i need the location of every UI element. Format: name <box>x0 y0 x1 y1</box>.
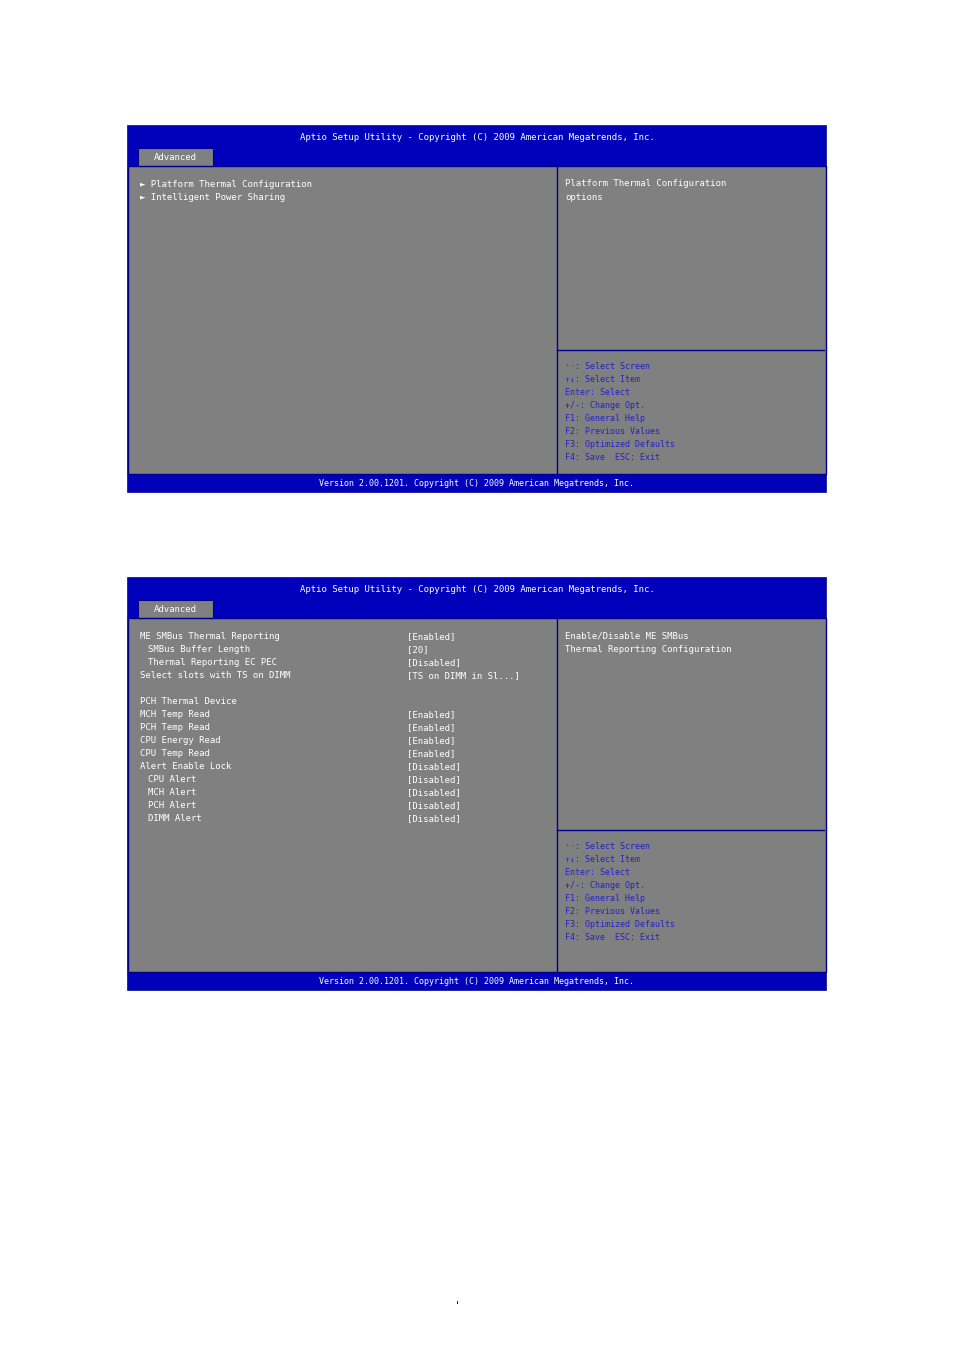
Text: +/-: Change Opt.: +/-: Change Opt. <box>564 882 644 890</box>
Text: SMBus Buffer Length: SMBus Buffer Length <box>148 645 250 653</box>
Text: Advanced: Advanced <box>153 605 196 613</box>
Text: CPU Alert: CPU Alert <box>148 775 196 784</box>
Bar <box>128 578 825 599</box>
Text: ⁺⁻: Select Screen: ⁺⁻: Select Screen <box>564 842 649 850</box>
Text: [Enabled]: [Enabled] <box>407 749 455 757</box>
Bar <box>128 972 825 990</box>
Text: PCH Alert: PCH Alert <box>148 801 196 810</box>
Text: [Disabled]: [Disabled] <box>407 801 460 810</box>
Text: ► Platform Thermal Configuration: ► Platform Thermal Configuration <box>140 180 312 189</box>
Bar <box>128 126 825 148</box>
Text: Aptio Setup Utility - Copyright (C) 2009 American Megatrends, Inc.: Aptio Setup Utility - Copyright (C) 2009… <box>299 132 654 142</box>
Text: Platform Thermal Configuration: Platform Thermal Configuration <box>564 180 725 189</box>
Text: F1: General Help: F1: General Help <box>564 894 644 903</box>
Text: Enter: Select: Enter: Select <box>564 868 629 878</box>
Text: Version 2.00.1201. Copyright (C) 2009 American Megatrends, Inc.: Version 2.00.1201. Copyright (C) 2009 Am… <box>319 478 634 487</box>
Bar <box>128 166 825 474</box>
Bar <box>138 599 213 618</box>
Text: MCH Alert: MCH Alert <box>148 788 196 796</box>
Text: [20]: [20] <box>407 645 428 653</box>
Text: CPU Energy Read: CPU Energy Read <box>140 736 220 745</box>
Text: F2: Previous Values: F2: Previous Values <box>564 427 659 436</box>
Text: Select slots with TS on DIMM: Select slots with TS on DIMM <box>140 671 291 680</box>
Bar <box>128 578 825 990</box>
Text: ↑↓: Select Item: ↑↓: Select Item <box>564 375 639 383</box>
Bar <box>128 474 825 491</box>
Text: [Enabled]: [Enabled] <box>407 632 455 641</box>
Text: F4: Save  ESC: Exit: F4: Save ESC: Exit <box>564 454 659 462</box>
Text: ': ' <box>455 1300 458 1310</box>
Text: [Disabled]: [Disabled] <box>407 814 460 824</box>
Text: Alert Enable Lock: Alert Enable Lock <box>140 761 232 771</box>
Text: F2: Previous Values: F2: Previous Values <box>564 907 659 917</box>
Text: options: options <box>564 193 602 201</box>
Text: [Disabled]: [Disabled] <box>407 775 460 784</box>
Bar <box>128 126 825 491</box>
Bar <box>128 599 825 618</box>
Text: +/-: Change Opt.: +/-: Change Opt. <box>564 401 644 410</box>
Text: MCH Temp Read: MCH Temp Read <box>140 710 210 720</box>
Text: Enable/Disable ME SMBus: Enable/Disable ME SMBus <box>564 632 688 640</box>
Text: [Enabled]: [Enabled] <box>407 724 455 732</box>
Bar <box>128 618 825 972</box>
Text: Thermal Reporting Configuration: Thermal Reporting Configuration <box>564 644 731 653</box>
Bar <box>128 166 825 474</box>
Bar <box>128 618 825 972</box>
Text: PCH Thermal Device: PCH Thermal Device <box>140 697 236 706</box>
Text: F1: General Help: F1: General Help <box>564 414 644 423</box>
Text: ⁺⁻: Select Screen: ⁺⁻: Select Screen <box>564 362 649 371</box>
Bar <box>128 148 825 166</box>
Text: F3: Optimized Defaults: F3: Optimized Defaults <box>564 440 675 450</box>
Text: [TS on DIMM in Sl...]: [TS on DIMM in Sl...] <box>407 671 519 680</box>
Text: ↑↓: Select Item: ↑↓: Select Item <box>564 855 639 864</box>
Text: CPU Temp Read: CPU Temp Read <box>140 749 210 757</box>
Text: Advanced: Advanced <box>153 153 196 162</box>
Text: [Disabled]: [Disabled] <box>407 761 460 771</box>
Text: [Enabled]: [Enabled] <box>407 736 455 745</box>
Text: ME SMBus Thermal Reporting: ME SMBus Thermal Reporting <box>140 632 279 641</box>
Text: [Disabled]: [Disabled] <box>407 657 460 667</box>
Text: [Disabled]: [Disabled] <box>407 788 460 796</box>
Text: DIMM Alert: DIMM Alert <box>148 814 201 824</box>
Bar <box>138 148 213 166</box>
Text: F3: Optimized Defaults: F3: Optimized Defaults <box>564 919 675 929</box>
Text: Aptio Setup Utility - Copyright (C) 2009 American Megatrends, Inc.: Aptio Setup Utility - Copyright (C) 2009… <box>299 585 654 594</box>
Text: [Enabled]: [Enabled] <box>407 710 455 720</box>
Text: PCH Temp Read: PCH Temp Read <box>140 724 210 732</box>
Text: ► Intelligent Power Sharing: ► Intelligent Power Sharing <box>140 193 285 202</box>
Text: Enter: Select: Enter: Select <box>564 387 629 397</box>
Text: Version 2.00.1201. Copyright (C) 2009 American Megatrends, Inc.: Version 2.00.1201. Copyright (C) 2009 Am… <box>319 976 634 986</box>
Text: Thermal Reporting EC PEC: Thermal Reporting EC PEC <box>148 657 276 667</box>
Text: F4: Save  ESC: Exit: F4: Save ESC: Exit <box>564 933 659 942</box>
